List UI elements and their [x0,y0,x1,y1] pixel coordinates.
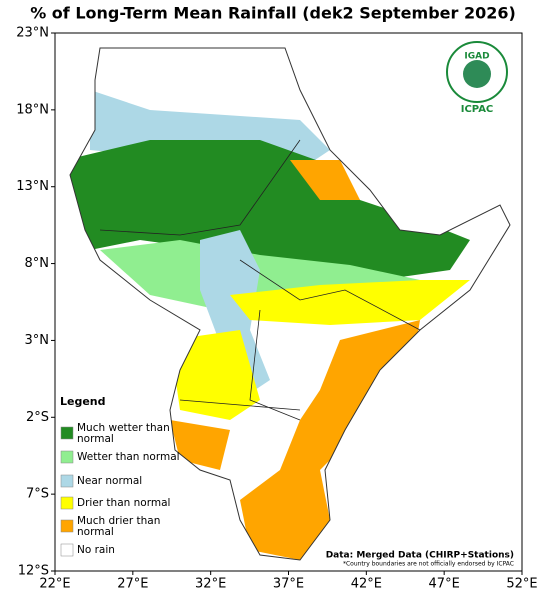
x-tick-label: 42°E [351,577,382,592]
logo-emblem [463,60,491,88]
legend-swatch [60,519,74,533]
wetter-area [100,240,420,310]
drier-area [230,280,470,325]
y-tick-label: 12°S [18,564,49,579]
legend-label-line: normal [77,526,114,538]
y-tick-label: 7°S [26,487,49,502]
title: % of Long-Term Mean Rainfall (dek2 Septe… [30,4,516,23]
y-tick-label: 18°N [16,102,49,117]
x-tick-label: 32°E [195,577,226,592]
legend-label: Drier than normal [77,497,170,509]
disclaimer: *Country boundaries are not officially e… [343,561,514,568]
y-tick-label: 8°N [25,256,50,271]
legend-swatch [60,543,74,557]
x-tick-label: 52°E [506,577,537,592]
legend-swatch [60,496,74,510]
data-source: Data: Merged Data (CHIRP+Stations) [326,551,514,561]
legend-label: Near normal [77,475,142,487]
x-tick-label: 47°E [429,577,460,592]
legend-label-line: Much wetter than [77,422,170,434]
legend-label-line: Much drier than [77,515,160,527]
x-tick-label: 27°E [117,577,148,592]
drier-area [170,330,260,420]
legend-label: Much wetter than normal [77,422,170,445]
y-tick-label: 13°N [16,179,49,194]
region-outline [69,47,511,561]
x-tick-label: 22°E [39,577,70,592]
y-tick-label: 2°S [26,410,49,425]
legend-swatch [60,450,74,464]
logo-top: IGAD [464,52,489,62]
y-tick-label: 23°N [16,26,49,41]
legend-title: Legend [60,395,106,408]
x-tick-label: 37°E [273,577,304,592]
legend-label-line: normal [77,433,114,445]
much-drier-area [290,160,360,200]
much-wetter-area [70,140,470,280]
near-normal-area [200,230,270,400]
legend-swatch [60,474,74,488]
axis-labels: 22°E 27°E 32°E 37°E 42°E 47°E 52°E 23°N 18°N 13°N… [16,26,537,592]
y-tick-label: 3°N [25,333,50,348]
legend-label: Wetter than normal [77,451,180,463]
logo-bottom: ICPAC [461,104,494,115]
country-borders [99,139,421,421]
legend-label: Much drier than normal [77,515,160,538]
legend-swatch [60,426,74,440]
legend-label: No rain [77,544,115,556]
